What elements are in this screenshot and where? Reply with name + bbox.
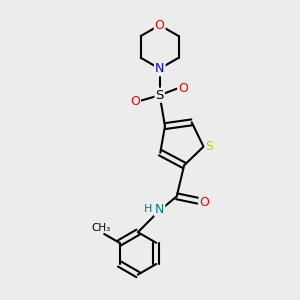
Text: O: O: [155, 19, 165, 32]
Text: S: S: [155, 89, 164, 102]
Text: H: H: [144, 204, 152, 214]
Text: CH₃: CH₃: [91, 223, 110, 232]
Text: N: N: [155, 62, 164, 75]
Text: O: O: [130, 94, 140, 108]
Text: N: N: [155, 203, 164, 216]
Text: O: O: [200, 196, 209, 209]
Text: S: S: [206, 140, 213, 153]
Text: O: O: [178, 82, 188, 94]
Text: N: N: [155, 62, 164, 75]
